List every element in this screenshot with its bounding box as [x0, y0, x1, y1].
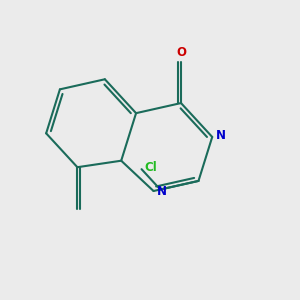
Text: O: O: [176, 46, 186, 59]
Text: N: N: [216, 129, 226, 142]
Text: N: N: [157, 184, 167, 197]
Text: Cl: Cl: [145, 161, 157, 174]
